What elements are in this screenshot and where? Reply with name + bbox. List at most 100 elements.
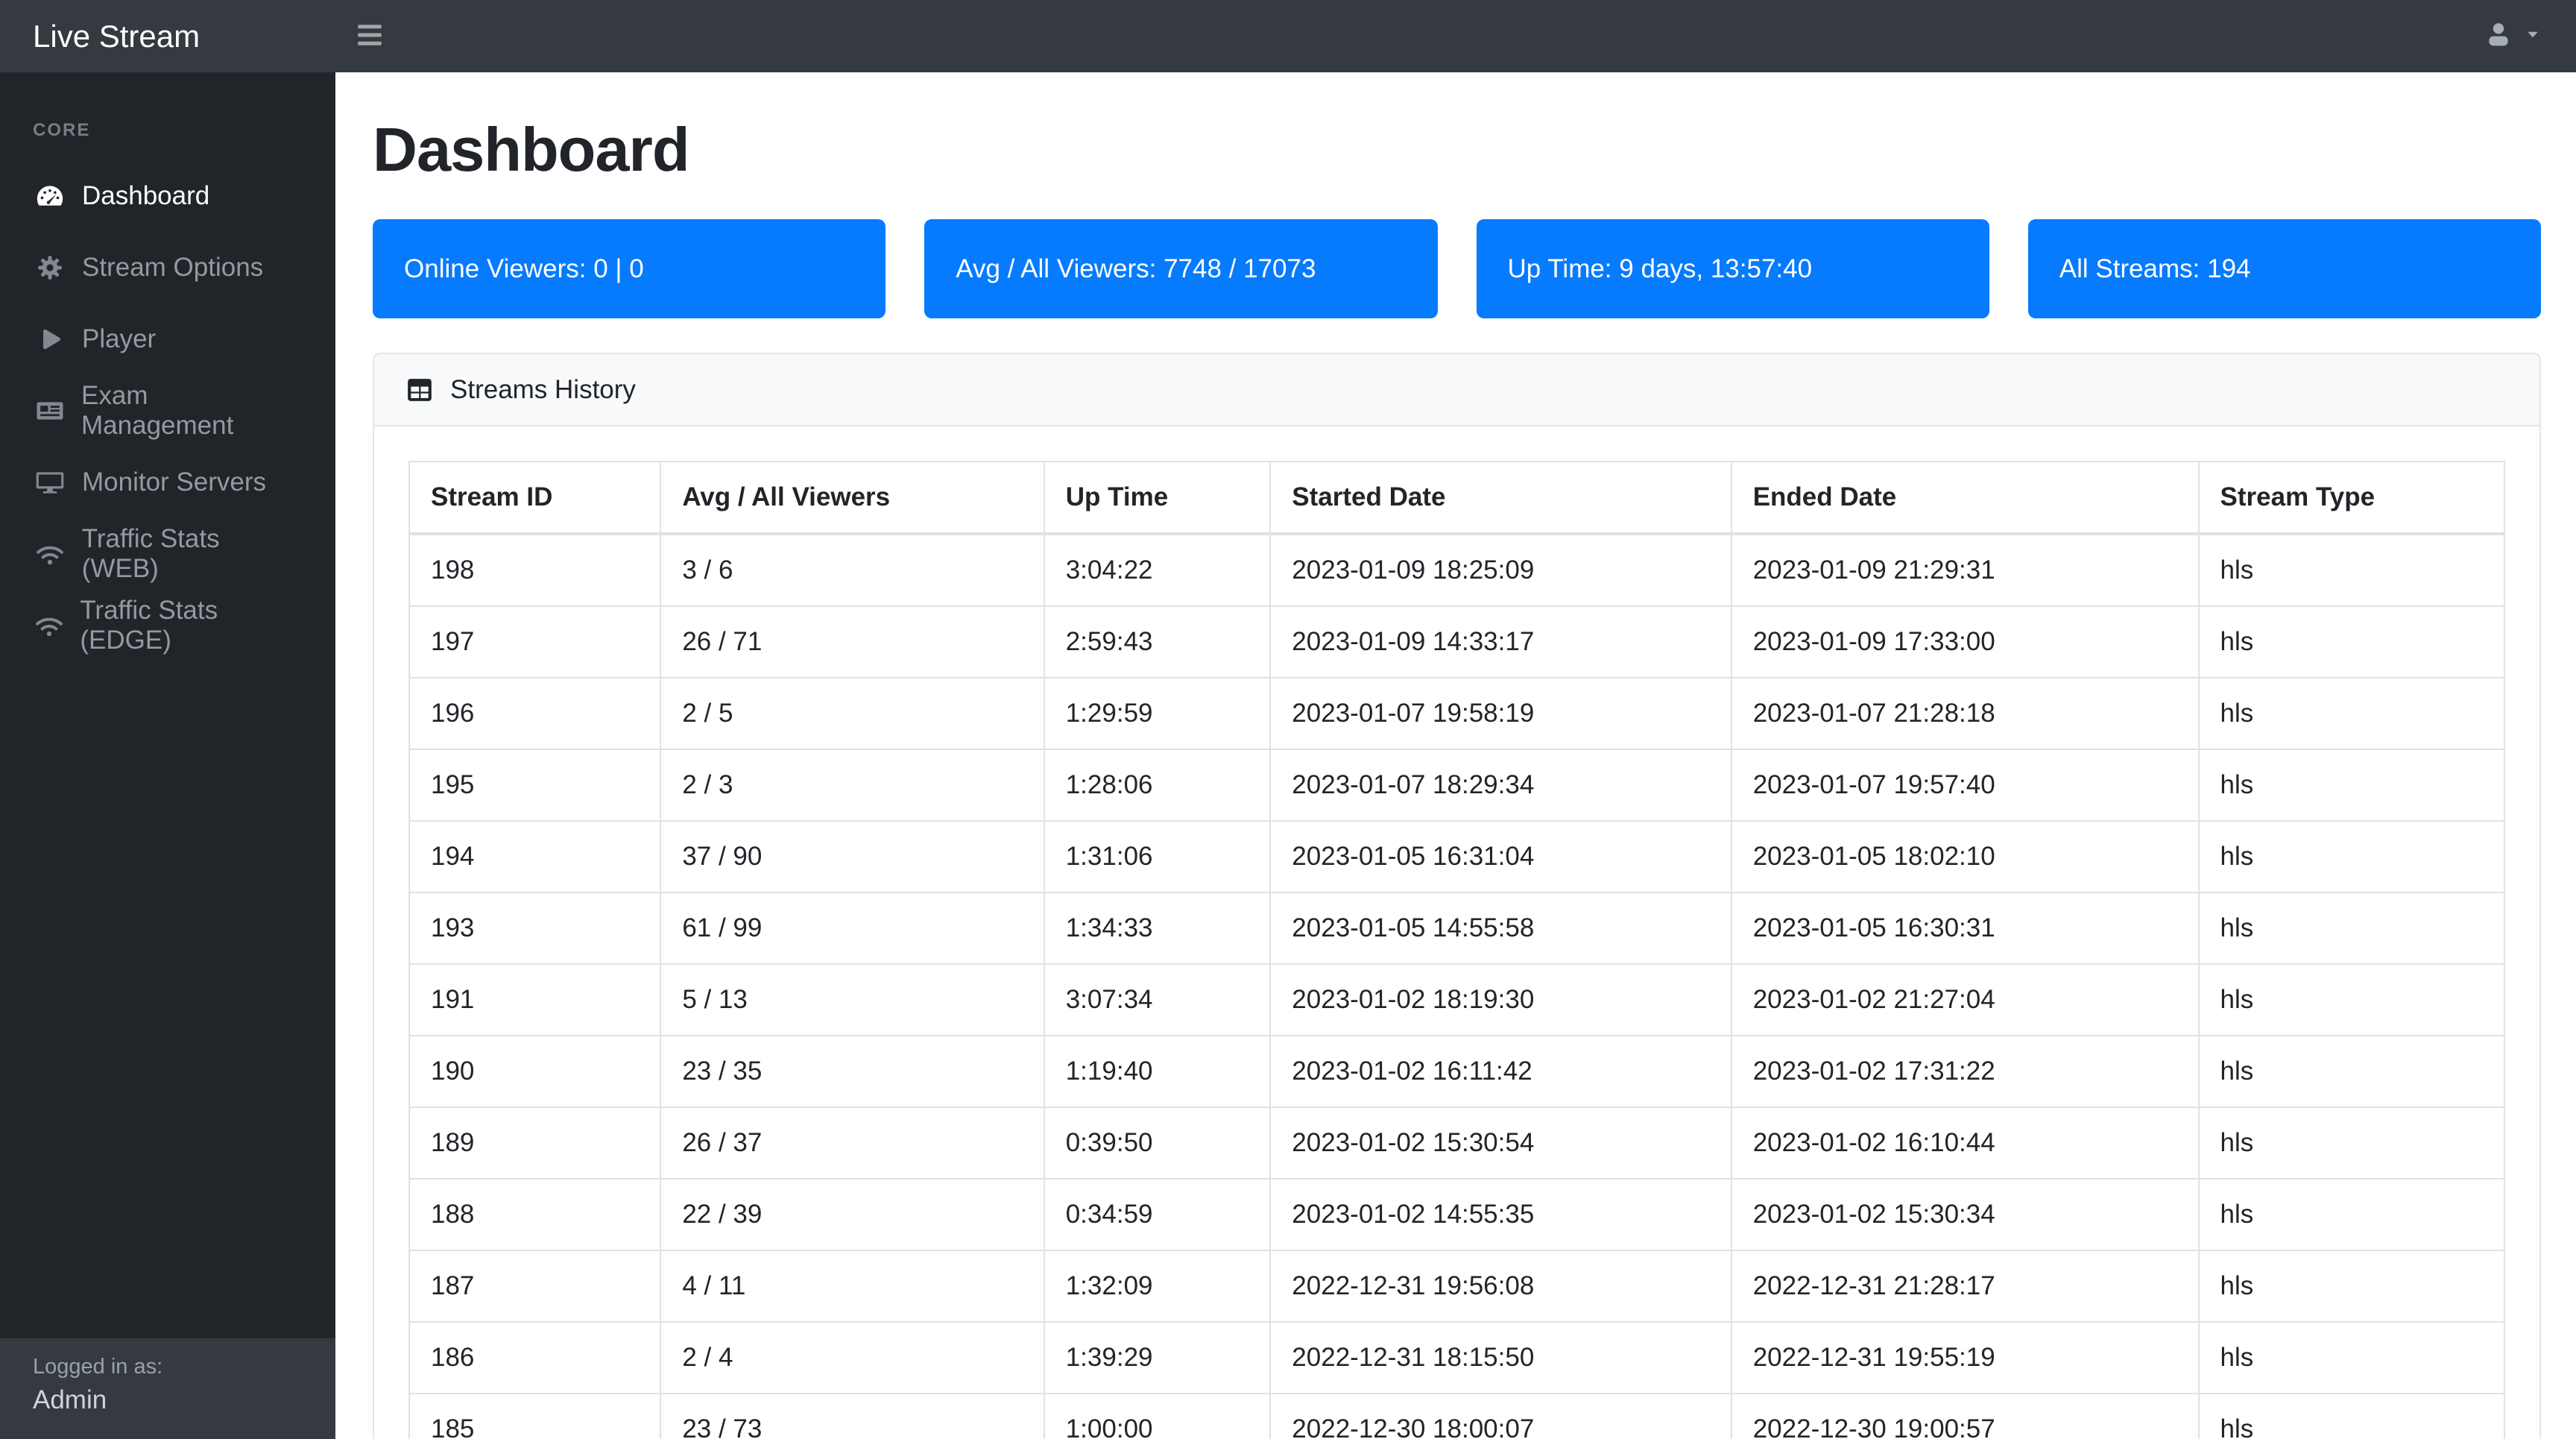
gear-icon [33, 254, 67, 282]
table-cell: 1:00:00 [1043, 1393, 1272, 1439]
streams-history-card: Streams History Stream ID Avg / All View… [373, 353, 2541, 1439]
sidebar-toggle-button[interactable] [356, 22, 383, 51]
sidebar-item-label: Traffic Stats (EDGE) [80, 596, 218, 655]
table-cell: 198 [408, 533, 662, 607]
table-cell: 185 [408, 1393, 662, 1439]
table-cell: 2023-01-07 21:28:18 [1730, 677, 2200, 750]
sidebar-item-monitor-servers[interactable]: Monitor Servers [0, 447, 335, 518]
sidebar-item-traffic-stats-edge[interactable]: Traffic Stats (EDGE) [0, 590, 335, 661]
user-dropdown-button[interactable] [2484, 19, 2542, 53]
table-cell: 196 [408, 677, 662, 750]
table-cell: 188 [408, 1178, 662, 1251]
table-cell: 2023-01-09 17:33:00 [1730, 605, 2200, 678]
sidebar-item-label: Stream Options [82, 253, 264, 282]
brand-link[interactable]: Live Stream [33, 18, 201, 54]
table-cell: 194 [408, 820, 662, 893]
streams-history-table: Stream ID Avg / All Viewers Up Time Star… [408, 461, 2506, 1439]
sidebar: CORE Dashboard Stream Options Player [0, 72, 335, 1439]
table-cell: 187 [408, 1250, 662, 1323]
desktop-icon [33, 467, 67, 497]
table-row: 197 26 / 71 2:59:43 2023-01-09 14:33:17 2023… [408, 605, 2506, 678]
table-cell: hls [2197, 1321, 2506, 1394]
table-cell: 3 / 6 [660, 533, 1045, 607]
table-cell: 37 / 90 [660, 820, 1045, 893]
stat-card-online-viewers: Online Viewers: 0 | 0 [373, 219, 886, 318]
table-cell: 61 / 99 [660, 892, 1045, 965]
table-cell: 2:59:43 [1043, 605, 1272, 678]
sidebar-item-traffic-stats-web[interactable]: Traffic Stats (WEB) [0, 518, 335, 590]
table-cell: 2 / 3 [660, 749, 1045, 822]
table-cell: hls [2197, 677, 2506, 750]
streams-history-card-body: Stream ID Avg / All Viewers Up Time Star… [374, 426, 2539, 1439]
column-header-started-date: Started Date [1269, 461, 1732, 535]
table-cell: hls [2197, 533, 2506, 607]
user-icon [2484, 19, 2513, 53]
stat-card-text: Online Viewers: 0 | 0 [404, 254, 644, 283]
table-cell: 1:39:29 [1043, 1321, 1272, 1394]
table-cell: 2022-12-30 19:00:57 [1730, 1393, 2200, 1439]
column-header-stream-id: Stream ID [408, 461, 662, 535]
stat-cards-row: Online Viewers: 0 | 0 Avg / All Viewers:… [373, 219, 2541, 318]
table-body: 198 3 / 6 3:04:22 2023-01-09 18:25:09 2023-0… [408, 533, 2506, 1439]
table-cell: 191 [408, 963, 662, 1036]
wifi-icon [33, 611, 65, 640]
table-cell: 2 / 4 [660, 1321, 1045, 1394]
table-row: 191 5 / 13 3:07:34 2023-01-02 18:19:30 2023-… [408, 963, 2506, 1036]
table-cell: 0:39:50 [1043, 1106, 1272, 1180]
table-cell: hls [2197, 892, 2506, 965]
column-header-up-time: Up Time [1043, 461, 1272, 535]
caret-down-icon [2524, 25, 2542, 47]
table-cell: 2022-12-31 19:55:19 [1730, 1321, 2200, 1394]
table-cell: 0:34:59 [1043, 1178, 1272, 1251]
table-cell: 2023-01-09 18:25:09 [1269, 533, 1732, 607]
table-cell: 2023-01-02 15:30:54 [1269, 1106, 1732, 1180]
newspaper-icon [33, 396, 66, 426]
table-row: 185 23 / 73 1:00:00 2022-12-30 18:00:07 2022… [408, 1393, 2506, 1439]
table-row: 186 2 / 4 1:39:29 2022-12-31 18:15:50 2022-1… [408, 1321, 2506, 1394]
table-cell: hls [2197, 1178, 2506, 1251]
table-cell: 2023-01-09 21:29:31 [1730, 533, 2200, 607]
table-cell: 195 [408, 749, 662, 822]
table-cell: 3:07:34 [1043, 963, 1272, 1036]
table-cell: hls [2197, 1106, 2506, 1180]
table-row: 189 26 / 37 0:39:50 2023-01-02 15:30:54 2023… [408, 1106, 2506, 1180]
sidebar-footer: Logged in as: Admin [0, 1338, 335, 1439]
sidebar-item-exam-management[interactable]: Exam Management [0, 375, 335, 447]
table-cell: 2023-01-02 18:19:30 [1269, 963, 1732, 1036]
table-cell: 22 / 39 [660, 1178, 1045, 1251]
table-cell: 2022-12-31 18:15:50 [1269, 1321, 1732, 1394]
sidebar-item-player[interactable]: Player [0, 303, 335, 375]
table-cell: 2023-01-07 19:58:19 [1269, 677, 1732, 750]
sidebar-item-stream-options[interactable]: Stream Options [0, 232, 335, 303]
table-cell: 1:32:09 [1043, 1250, 1272, 1323]
table-cell: 2023-01-02 17:31:22 [1730, 1035, 2200, 1108]
logged-in-user: Admin [33, 1385, 107, 1414]
table-row: 188 22 / 39 0:34:59 2023-01-02 14:55:35 2023… [408, 1178, 2506, 1251]
table-cell: 1:29:59 [1043, 677, 1272, 750]
table-cell: 1:31:06 [1043, 820, 1272, 893]
table-cell: 2023-01-02 15:30:34 [1730, 1178, 2200, 1251]
table-cell: 2023-01-09 14:33:17 [1269, 605, 1732, 678]
sidebar-item-label: Monitor Servers [82, 467, 267, 497]
table-icon [405, 376, 434, 404]
streams-history-card-header: Streams History [374, 354, 2539, 426]
table-cell: hls [2197, 749, 2506, 822]
sidebar-item-label: Player [82, 324, 157, 353]
table-cell: 23 / 35 [660, 1035, 1045, 1108]
table-cell: 1:19:40 [1043, 1035, 1272, 1108]
table-cell: hls [2197, 1035, 2506, 1108]
column-header-avg-all-viewers: Avg / All Viewers [660, 461, 1045, 535]
sidebar-item-dashboard[interactable]: Dashboard [0, 160, 335, 232]
sidebar-item-label: Exam Management [81, 381, 234, 440]
sidebar-item-label: Dashboard [82, 181, 210, 210]
table-cell: 190 [408, 1035, 662, 1108]
table-cell: hls [2197, 963, 2506, 1036]
table-header: Stream ID Avg / All Viewers Up Time Star… [408, 461, 2506, 535]
table-cell: 23 / 73 [660, 1393, 1045, 1439]
card-title: Streams History [450, 374, 636, 404]
column-header-ended-date: Ended Date [1730, 461, 2200, 535]
table-cell: 2023-01-05 16:31:04 [1269, 820, 1732, 893]
table-cell: 4 / 11 [660, 1250, 1045, 1323]
page-title: Dashboard [373, 115, 690, 184]
sidebar-item-label: Traffic Stats (WEB) [81, 524, 220, 583]
